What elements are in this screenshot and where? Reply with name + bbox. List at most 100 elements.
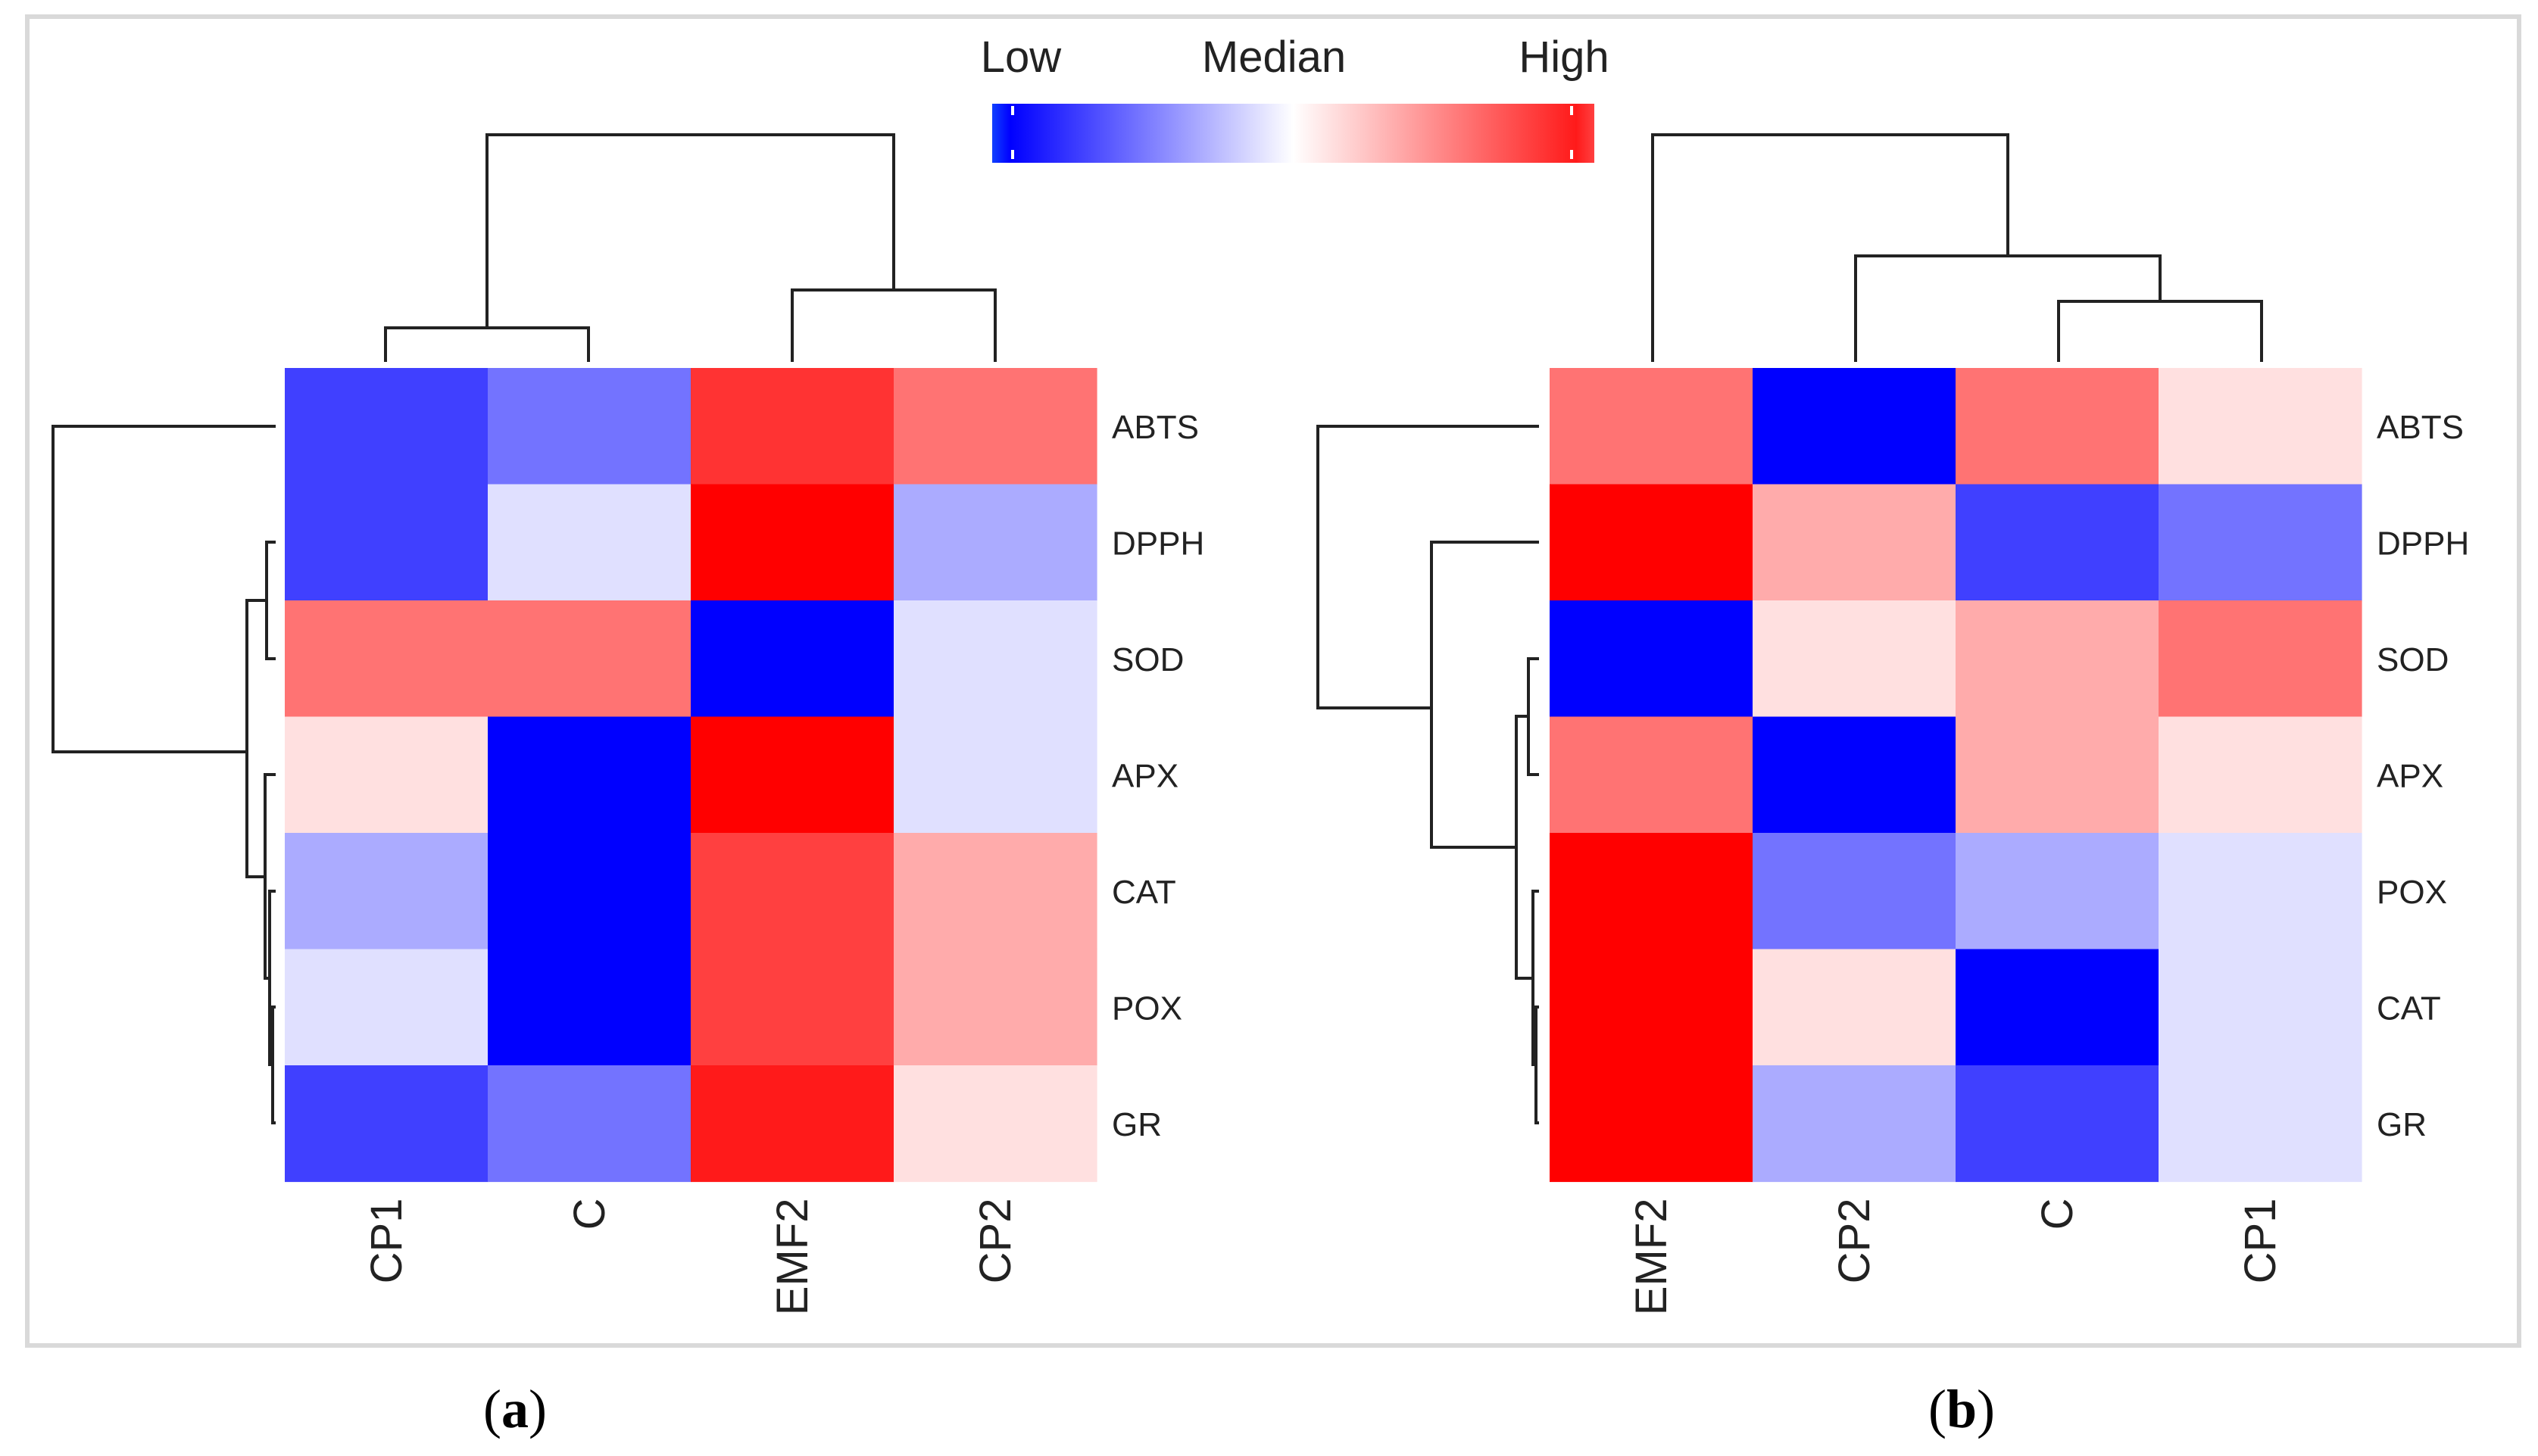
heatmap-panel-b: ABTS DPPH SOD APX POX CAT GR EMF2 CP2 C CP1 xyxy=(1316,133,2469,1316)
cell-a-apx-cp2 xyxy=(894,716,1097,834)
cell-a-dpph-c xyxy=(488,484,691,601)
cell-b-sod-c xyxy=(1956,600,2159,718)
col-dendro-a-root xyxy=(485,133,895,328)
cell-a-gr-cp2 xyxy=(894,1065,1097,1183)
row-label-a-gr: GR xyxy=(1112,1106,1162,1143)
panel-label-b-open: ( xyxy=(1928,1379,1946,1439)
row-label-b-cat: CAT xyxy=(2377,990,2441,1027)
row-label-b-pox: POX xyxy=(2377,874,2447,911)
cell-b-apx-emf2 xyxy=(1550,716,1753,834)
cell-a-cat-c xyxy=(488,833,691,950)
cell-a-gr-cp1 xyxy=(285,1065,489,1183)
cell-b-cat-cp1 xyxy=(2159,949,2362,1066)
row-label-b-dpph: DPPH xyxy=(2377,525,2469,562)
cell-a-sod-c xyxy=(488,600,691,718)
heatmap-cells-b xyxy=(1550,368,2362,1183)
cell-a-sod-cp2 xyxy=(894,600,1097,718)
row-dendro-a-branch-mid xyxy=(245,599,267,878)
column-label-a-c: C xyxy=(565,1199,614,1230)
cell-a-abts-cp2 xyxy=(894,368,1097,485)
cell-b-abts-emf2 xyxy=(1550,368,1753,485)
column-label-b-cp2: CP2 xyxy=(1830,1199,1879,1284)
cell-b-cat-cp2 xyxy=(1753,949,1956,1066)
row-dendrogram-b xyxy=(1316,425,1539,1124)
column-dendrogram-a xyxy=(384,133,997,362)
cell-b-apx-cp2 xyxy=(1753,716,1956,834)
row-dendro-a-root xyxy=(52,425,276,753)
cell-b-dpph-cp1 xyxy=(2159,484,2362,601)
row-dendro-b-root xyxy=(1316,425,1539,709)
legend-gradient-bar xyxy=(992,104,1594,163)
color-legend: Low Median High xyxy=(981,33,1609,163)
row-dendro-b-branch-dpph-rest xyxy=(1430,541,1539,849)
row-label-a-pox: POX xyxy=(1112,990,1182,1027)
cell-a-cat-cp2 xyxy=(894,833,1097,950)
panel-label-b: (b) xyxy=(1928,1378,1995,1441)
cell-b-pox-cp1 xyxy=(2159,833,2362,950)
cell-a-sod-emf2 xyxy=(691,600,894,718)
cell-b-gr-emf2 xyxy=(1550,1065,1753,1183)
cell-b-apx-cp1 xyxy=(2159,716,2362,834)
cell-a-cat-emf2 xyxy=(691,833,894,950)
cell-b-gr-cp2 xyxy=(1753,1065,1956,1183)
cell-a-dpph-cp1 xyxy=(285,484,489,601)
cell-a-pox-cp1 xyxy=(285,949,489,1066)
cell-a-apx-c xyxy=(488,716,691,834)
row-labels-a: ABTS DPPH SOD APX CAT POX GR xyxy=(1112,409,1204,1143)
legend-low-label: Low xyxy=(981,33,1063,82)
cell-a-pox-cp2 xyxy=(894,949,1097,1066)
row-label-a-sod: SOD xyxy=(1112,641,1184,678)
column-label-a-cp1: CP1 xyxy=(362,1199,411,1284)
row-label-b-sod: SOD xyxy=(2377,641,2449,678)
cell-a-dpph-emf2 xyxy=(691,484,894,601)
cell-b-cat-emf2 xyxy=(1550,949,1753,1066)
column-label-a-cp2: CP2 xyxy=(971,1199,1020,1284)
cell-b-gr-c xyxy=(1956,1065,2159,1183)
panel-label-a: (a) xyxy=(483,1378,547,1441)
cell-a-apx-cp1 xyxy=(285,716,489,834)
cell-b-apx-c xyxy=(1956,716,2159,834)
panel-label-a-letter: a xyxy=(501,1379,529,1439)
column-label-b-emf2: EMF2 xyxy=(1627,1199,1676,1316)
cell-a-abts-c xyxy=(488,368,691,485)
cell-b-pox-c xyxy=(1956,833,2159,950)
cell-b-pox-cp2 xyxy=(1753,833,1956,950)
row-label-a-apx: APX xyxy=(1112,757,1178,794)
cell-b-pox-emf2 xyxy=(1550,833,1753,950)
row-label-a-cat: CAT xyxy=(1112,874,1176,911)
panel-label-b-close: ) xyxy=(1977,1379,1996,1439)
cell-a-abts-cp1 xyxy=(285,368,489,485)
row-label-b-apx: APX xyxy=(2377,757,2443,794)
cell-a-cat-cp1 xyxy=(285,833,489,950)
cell-b-abts-c xyxy=(1956,368,2159,485)
panel-label-b-letter: b xyxy=(1946,1379,1978,1439)
cell-b-abts-cp2 xyxy=(1753,368,1956,485)
panel-label-a-close: ) xyxy=(528,1379,547,1439)
cell-b-sod-emf2 xyxy=(1550,600,1753,718)
legend-high-label: High xyxy=(1519,33,1609,82)
column-label-b-c: C xyxy=(2033,1199,2082,1230)
cell-a-dpph-cp2 xyxy=(894,484,1097,601)
column-labels-a: CP1 C EMF2 CP2 xyxy=(362,1199,1020,1316)
cell-a-pox-emf2 xyxy=(691,949,894,1066)
cell-a-gr-emf2 xyxy=(691,1065,894,1183)
cell-b-dpph-cp2 xyxy=(1753,484,1956,601)
cell-a-abts-emf2 xyxy=(691,368,894,485)
cell-a-gr-c xyxy=(488,1065,691,1183)
cell-b-abts-cp1 xyxy=(2159,368,2362,485)
heatmap-panel-a: ABTS DPPH SOD APX CAT POX GR CP1 C EMF2 CP2 xyxy=(52,133,1204,1316)
column-labels-b: EMF2 CP2 C CP1 xyxy=(1627,1199,2285,1316)
cell-a-sod-cp1 xyxy=(285,600,489,718)
legend-median-label: Median xyxy=(1202,33,1346,82)
column-label-a-emf2: EMF2 xyxy=(768,1199,817,1316)
panel-label-a-open: ( xyxy=(483,1379,501,1439)
cell-a-apx-emf2 xyxy=(691,716,894,834)
heatmap-cells-a xyxy=(285,368,1097,1183)
col-dendro-b-root xyxy=(1651,133,2009,362)
cell-a-pox-c xyxy=(488,949,691,1066)
cell-b-cat-c xyxy=(1956,949,2159,1066)
row-labels-b: ABTS DPPH SOD APX POX CAT GR xyxy=(2377,409,2469,1143)
cell-b-sod-cp2 xyxy=(1753,600,1956,718)
column-label-b-cp1: CP1 xyxy=(2236,1199,2285,1284)
